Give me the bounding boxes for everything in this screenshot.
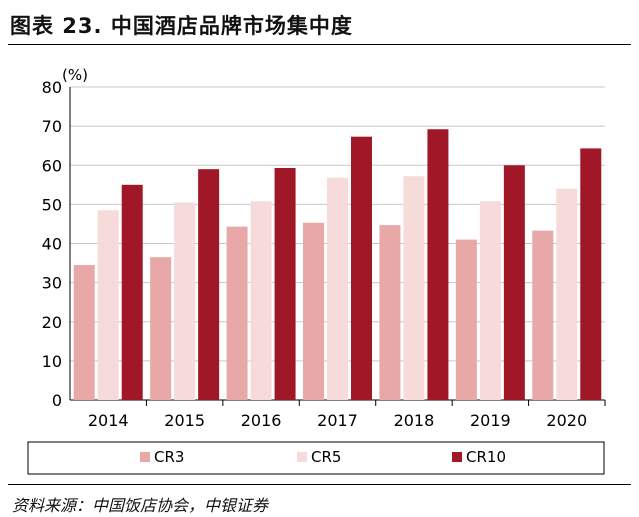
y-tick-label: 70 — [42, 117, 62, 136]
bar-cr5 — [250, 201, 272, 400]
legend-label-cr3: CR3 — [154, 448, 184, 466]
bar-cr10 — [503, 165, 525, 400]
x-tick-label: 2016 — [241, 411, 282, 430]
x-tick-label: 2015 — [164, 411, 205, 430]
bar-cr3 — [455, 239, 477, 400]
title-rule — [8, 44, 631, 45]
legend-swatch-cr5 — [297, 452, 307, 462]
bar-cr3 — [379, 225, 401, 400]
bar-cr3 — [150, 257, 172, 400]
bar-chart: 0 10 20 30 40 50 60 70 80(%) 2014 2015 2016 2017 2018… — [27, 66, 606, 475]
bar-cr5 — [556, 188, 578, 400]
y-tick-label: 60 — [42, 156, 62, 175]
bar-cr10 — [198, 169, 220, 400]
bar-cr5 — [327, 177, 348, 400]
bar-cr3 — [532, 230, 554, 400]
bar-cr10 — [351, 136, 372, 400]
y-tick-label: 10 — [42, 352, 62, 371]
bar-cr5 — [97, 210, 119, 400]
bar-cr3 — [226, 226, 248, 400]
legend-swatch-cr10 — [452, 452, 462, 462]
bar-cr5 — [403, 176, 425, 400]
bar-cr5 — [479, 201, 501, 400]
bar-cr3 — [73, 265, 95, 400]
bar-cr3 — [303, 222, 324, 400]
bar-cr10 — [580, 148, 602, 400]
y-tick-label: 80 — [42, 78, 62, 97]
source-rule — [8, 484, 631, 485]
bar-cr10 — [274, 167, 296, 400]
x-tick-label: 2019 — [470, 411, 511, 430]
bar-cr10 — [121, 184, 143, 400]
x-tick-label: 2014 — [88, 411, 129, 430]
legend-box — [27, 441, 605, 475]
y-unit-label: (%) — [62, 66, 88, 84]
legend-label-cr5: CR5 — [311, 448, 341, 466]
y-tick-label: 50 — [42, 195, 62, 214]
x-tick-label: 2020 — [546, 411, 587, 430]
bar-cr5 — [174, 202, 196, 400]
chart-title: 图表 23. 中国酒店品牌市场集中度 — [10, 14, 353, 38]
source-note: 资料来源：中国饭店协会，中银证券 — [12, 496, 269, 515]
y-tick-label: 30 — [42, 274, 62, 293]
y-tick-label: 40 — [42, 235, 62, 254]
y-tick-label: 20 — [42, 313, 62, 332]
bar-cr10 — [427, 129, 449, 400]
y-tick-label: 0 — [52, 391, 62, 410]
legend-swatch-cr3 — [140, 452, 150, 462]
x-tick-label: 2017 — [317, 411, 358, 430]
legend-label-cr10: CR10 — [466, 448, 506, 466]
x-tick-label: 2018 — [394, 411, 435, 430]
